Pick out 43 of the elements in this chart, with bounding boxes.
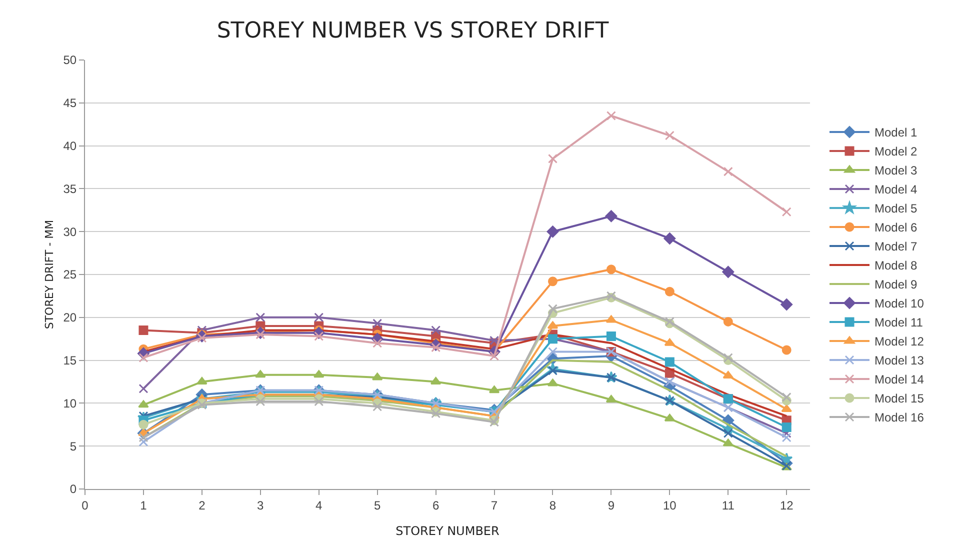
y-tick-label: 15 [63,354,77,368]
legend-label: Model 4 [874,182,918,197]
y-axis-title: STOREY DRIFT - MM [43,220,56,330]
y-tick-label: 35 [63,182,77,196]
x-tick-label: 1 [140,498,148,512]
legend-label: Model 3 [874,164,918,178]
legend-label: Model 7 [874,240,918,254]
legend-label: Model 2 [874,144,918,159]
y-tick-label: 45 [63,96,77,110]
x-tick-label: 12 [780,498,794,512]
legend-label: Model 8 [874,258,918,273]
x-tick-label: 8 [549,498,556,512]
y-tick-label: 40 [63,139,77,153]
legend-label: Model 1 [874,126,918,140]
legend-label: Model 10 [874,296,924,311]
legend-label: Model 11 [874,316,924,330]
y-tick-label: 5 [70,439,77,454]
legend-label: Model 5 [874,202,918,216]
x-tick-label: 10 [663,498,677,512]
chart-title: STOREY NUMBER VS STOREY DRIFT [216,18,610,44]
legend-label: Model 12 [874,334,924,349]
y-tick-label: 20 [63,310,77,325]
y-tick-label: 25 [63,268,77,282]
legend-label: Model 16 [874,410,924,425]
x-tick-label: 7 [490,498,498,512]
legend-label: Model 15 [874,392,924,406]
legend-label: Model 9 [874,278,918,292]
x-tick-label: 3 [257,498,264,512]
x-tick-label: 9 [608,498,615,512]
x-tick-label: 0 [82,498,89,512]
x-tick-label: 6 [432,498,440,512]
x-tick-label: 11 [722,498,735,512]
x-tick-label: 5 [374,498,381,512]
legend-label: Model 14 [874,372,924,387]
y-tick-label: 0 [70,482,77,496]
y-tick-label: 10 [63,396,77,410]
legend-label: Model 13 [874,354,924,368]
x-tick-label: 4 [316,498,323,512]
legend-label: Model 6 [874,220,918,235]
y-tick-label: 50 [63,53,77,68]
y-tick-label: 30 [63,224,77,239]
x-axis-title: STOREY NUMBER [396,524,500,538]
x-tick-label: 2 [198,498,206,512]
